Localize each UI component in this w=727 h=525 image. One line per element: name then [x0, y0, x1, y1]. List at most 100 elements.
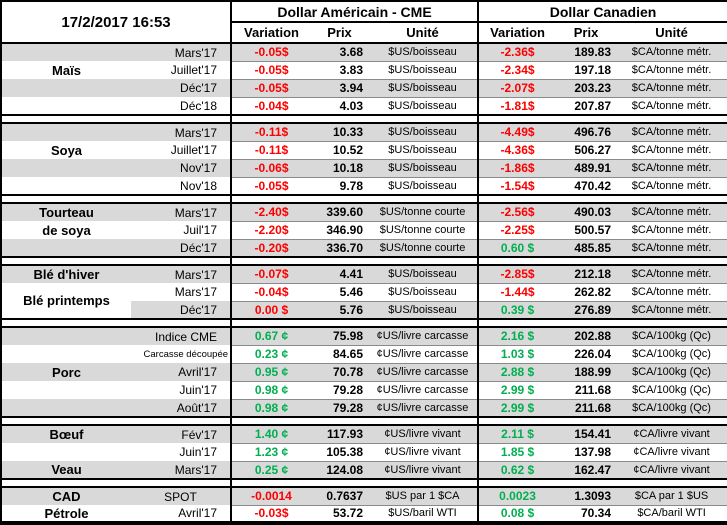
cad-unit: $CA/tonne métr. [616, 141, 727, 160]
cad-variation: 2.16 $ [477, 327, 557, 346]
usd-unit-header: Unité [406, 25, 439, 40]
commodity-label: Pétrole [44, 505, 89, 521]
cad-unit: $CA/baril WTI [616, 505, 727, 524]
cad-unit: $CA/100kg (Qc) [616, 363, 727, 382]
table-row: Blé printemps Mars'17 -0.04$ 5.46 $US/boisse… [1, 283, 727, 319]
separator-cell [477, 195, 727, 203]
cad-unit: $CA/tonne métr. [616, 79, 727, 98]
usd-variation: -0.20$ [230, 239, 312, 258]
cad-price: 490.03 [556, 203, 617, 222]
usd-variation: 0.23 ¢ [230, 345, 312, 364]
separator-cell [477, 319, 727, 327]
cad-unit: $CA/tonne métr. [616, 283, 727, 302]
usd-unit: $US/baril WTI [368, 505, 479, 524]
cad-variation: -2.25$ [477, 221, 557, 240]
commodity-label: Tourteau [39, 205, 94, 220]
commodity-label [1, 399, 131, 417]
table-row: Carcasse découpée 0.23 ¢ 84.65 ¢US/livre ca… [1, 345, 727, 364]
separator-cell [230, 417, 479, 425]
commodity-label: Blé printemps [1, 283, 131, 319]
separator-cell [1, 417, 231, 425]
commodity-label [1, 123, 131, 141]
cad-price: 203.23 [556, 79, 617, 98]
table-row: Bœuf Fév'17 1.40 ¢ 117.93 ¢US/livre vivant 2.… [1, 425, 727, 444]
separator-cell [230, 319, 479, 327]
usd-price: 9.78 [311, 177, 369, 196]
commodity-group: Blé d'hiver Mars'17 -0.07$ 4.41 $US/boisseau… [1, 265, 727, 320]
table-row: Blé d'hiver Mars'17 -0.07$ 4.41 $US/boisseau… [1, 265, 727, 284]
cad-variation: 0.0023 [477, 487, 557, 506]
usd-variation: -0.05$ [230, 43, 312, 62]
separator-cell [477, 257, 727, 265]
usd-price: 84.65 [311, 345, 369, 364]
usd-unit: ¢US/livre carcasse [368, 363, 479, 382]
separator-cell [1, 479, 231, 487]
usd-unit: $US/boisseau [368, 43, 479, 62]
cad-variation: 1.85 $ [477, 443, 557, 462]
table-row: Nov'18 -0.05$ 9.78 $US/boisseau -1.54$ 470.42… [1, 177, 727, 196]
usd-unit: ¢US/livre carcasse [368, 345, 479, 364]
commodity-label [1, 327, 131, 345]
usd-price: 0.7637 [311, 487, 369, 506]
usd-variation: 0.00 $ [230, 301, 312, 320]
cad-unit: $CA/tonne métr. [616, 177, 727, 196]
usd-variation: -2.40$ [230, 203, 312, 222]
cad-unit: $CA par 1 $US [616, 487, 727, 506]
table-row: Déc'17 -0.05$ 3.94 $US/boisseau -2.07$ 203.23… [1, 79, 727, 98]
table-row: Août'17 0.98 ¢ 79.28 ¢US/livre carcasse 2.99… [1, 399, 727, 418]
usd-unit: $US/tonne courte [368, 221, 479, 240]
separator-row [1, 417, 727, 425]
cad-unit: $CA/tonne métr. [616, 203, 727, 222]
usd-price: 10.33 [311, 123, 369, 142]
usd-price: 346.90 [311, 221, 369, 240]
usd-unit: $US/boisseau [368, 301, 479, 320]
contract-month: Mars'17 [174, 462, 218, 477]
usd-unit: $US/boisseau [368, 123, 479, 142]
usd-block-title: Dollar Américain - CME [230, 1, 479, 23]
usd-unit: $US/tonne courte [368, 239, 479, 258]
usd-price: 53.72 [311, 505, 369, 524]
commodity-label: Maïs [52, 62, 81, 78]
cad-price: 202.88 [556, 327, 617, 346]
cad-variation: -2.34$ [477, 61, 557, 80]
commodity-label [1, 97, 131, 115]
commodity-group: CAD SPOT -0.0014 0.7637 $US par 1 $CA 0.0023 1… [1, 487, 727, 524]
header-columns-row: Variation Prix Unité Variation Prix Unit… [1, 22, 727, 43]
commodity-group: Tourteau Mars'17 -2.40$ 339.60 $US/tonne cou… [1, 203, 727, 258]
separator-row [1, 257, 727, 265]
usd-price: 3.83 [311, 61, 369, 80]
usd-price: 4.03 [311, 97, 369, 116]
cad-variation: 0.60 $ [477, 239, 557, 258]
usd-price: 336.70 [311, 239, 369, 258]
cad-unit: $CA/100kg (Qc) [616, 399, 727, 418]
cad-variation: 2.11 $ [477, 425, 557, 444]
contract-month: Mars'17 [174, 205, 218, 220]
cad-price: 276.89 [556, 301, 617, 320]
usd-unit: $US/boisseau [368, 141, 479, 160]
separator-row [1, 479, 727, 487]
usd-variation: -0.05$ [230, 79, 312, 98]
usd-price-header: Prix [327, 25, 352, 40]
cad-price-header: Prix [573, 25, 599, 40]
usd-price: 117.93 [311, 425, 369, 444]
group-separator [1, 319, 727, 327]
cad-variation: -2.07$ [477, 79, 557, 98]
cad-unit: $CA/tonne métr. [616, 221, 727, 240]
commodity-label: Veau [51, 462, 82, 477]
contract-month: Juin'17 [179, 383, 218, 397]
header-title-row: 17/2/2017 16:53 Dollar Américain - CME D… [1, 1, 727, 31]
contract-month: Juil'17 [183, 223, 218, 237]
cad-price: 189.83 [556, 43, 617, 62]
cad-unit: $CA/tonne métr. [616, 265, 727, 284]
cad-variation: 1.03 $ [477, 345, 557, 364]
table-row: Mars'17 -0.05$ 3.68 $US/boisseau -2.36$ 189.8… [1, 43, 727, 62]
group-separator [1, 417, 727, 425]
separator-row [1, 195, 727, 203]
usd-unit: $US/boisseau [368, 97, 479, 116]
commodity-group: Mars'17 -0.05$ 3.68 $US/boisseau -2.36$ 189.8… [1, 43, 727, 116]
usd-variation: -2.20$ [230, 221, 312, 240]
cad-price: 1.3093 [556, 487, 617, 506]
group-separator [1, 257, 727, 265]
cad-price: 496.76 [556, 123, 617, 142]
cad-variation: -1.86$ [477, 159, 557, 178]
